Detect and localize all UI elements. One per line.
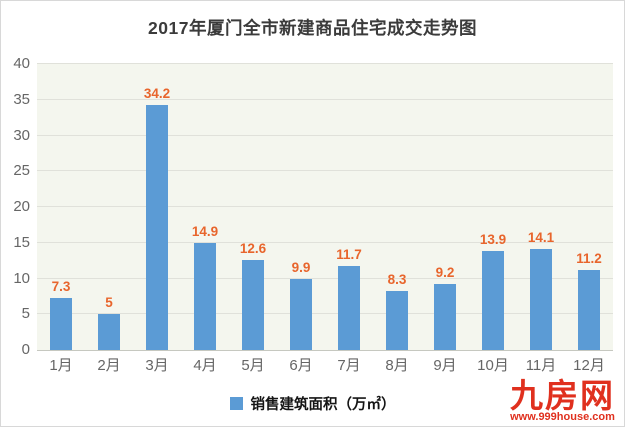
plot-area: 7.3 5 34.2 14.9 12.6 9.9 11.7 8.3 9.2 13.9 14.1 11.… [37,63,613,351]
legend: 销售建筑面积（万㎡） [1,393,624,414]
x-tick-label: 3月 [145,357,169,374]
bar-slot: 9.9 [277,64,325,350]
gridline [37,98,613,100]
bar [530,249,552,350]
bar-value-label: 5 [105,295,113,311]
gridline [37,170,613,172]
bar-slot: 8.3 [373,64,421,350]
bar-slot: 11.2 [565,64,613,350]
bar-value-label: 14.9 [191,224,219,240]
bar-slot: 7.3 [37,64,85,350]
chart-title: 2017年厦门全市新建商品住宅成交走势图 [148,18,477,38]
bar-value-label: 9.9 [291,260,311,276]
x-axis: 1月 2月 3月 4月 5月 6月 7月 8月 9月 10月 11月 12月 [37,354,613,375]
gridline [37,277,613,279]
x-tick-label: 9月 [433,357,457,374]
legend-label: 销售建筑面积（万㎡） [250,397,396,413]
y-tick-label: 5 [21,305,30,323]
y-tick-label: 20 [13,198,30,215]
bar [98,314,120,350]
x-tick-label: 7月 [337,357,361,374]
y-tick-label: 35 [13,90,30,108]
gridline [37,206,613,207]
bar-slot: 34.2 [133,64,181,350]
x-tick-label: 10月 [477,357,509,374]
bar [482,250,504,350]
x-tick-label: 2月 [97,357,121,374]
bar [290,279,312,350]
bar [434,284,456,350]
bar-slot: 9.2 [421,64,469,350]
bar [242,259,264,350]
y-tick-label: 10 [13,269,30,287]
bar-value-label: 8.3 [387,271,407,287]
watermark-brand-name: 九房网 [510,376,615,414]
x-tick-label: 8月 [385,357,409,374]
bar-value-label: 14.1 [527,230,555,246]
y-tick-label: 30 [13,126,30,144]
watermark-site-url: www.999house.com [510,411,615,423]
bar-series: 7.3 5 34.2 14.9 12.6 9.9 11.7 8.3 9.2 13.9 14.1 11.… [37,64,613,350]
gridline [37,134,613,136]
bar-value-label: 7.3 [51,278,71,294]
bar [146,105,168,350]
x-tick-label: 1月 [49,357,73,374]
x-tick-label: 4月 [193,357,217,374]
bar-value-label: 11.7 [336,247,362,263]
y-tick-label: 25 [13,162,30,180]
x-tick-label: 5月 [241,357,265,374]
watermark-logo: 九房网 www.999house.com [510,376,615,423]
bar-slot: 14.1 [517,64,565,350]
bar [194,243,216,350]
bar-slot: 12.6 [229,64,277,350]
bar-value-label: 9.2 [435,265,455,281]
bar [386,290,408,350]
bar-value-label: 34.2 [143,86,171,102]
y-axis: 0 5 10 15 20 25 30 35 40 [1,55,30,358]
x-tick-label: 12月 [573,357,605,374]
gridline [37,241,613,243]
bar [50,297,72,350]
legend-marker-icon [229,397,243,410]
bar-slot: 5 [85,64,133,350]
gridline [37,313,613,315]
bar [578,269,600,350]
y-tick-label: 40 [13,55,30,72]
gridline [37,63,613,64]
bar-slot: 11.7 [325,64,373,350]
bar-value-label: 12.6 [239,240,267,256]
bar-slot: 14.9 [181,64,229,350]
y-tick-label: 0 [21,341,30,358]
bar [338,266,360,350]
x-tick-label: 6月 [289,357,313,374]
y-tick-label: 15 [13,233,30,251]
x-tick-label: 11月 [525,357,557,374]
bar-slot: 13.9 [469,64,517,350]
bar-value-label: 13.9 [479,231,507,247]
bar-value-label: 11.2 [576,250,602,266]
